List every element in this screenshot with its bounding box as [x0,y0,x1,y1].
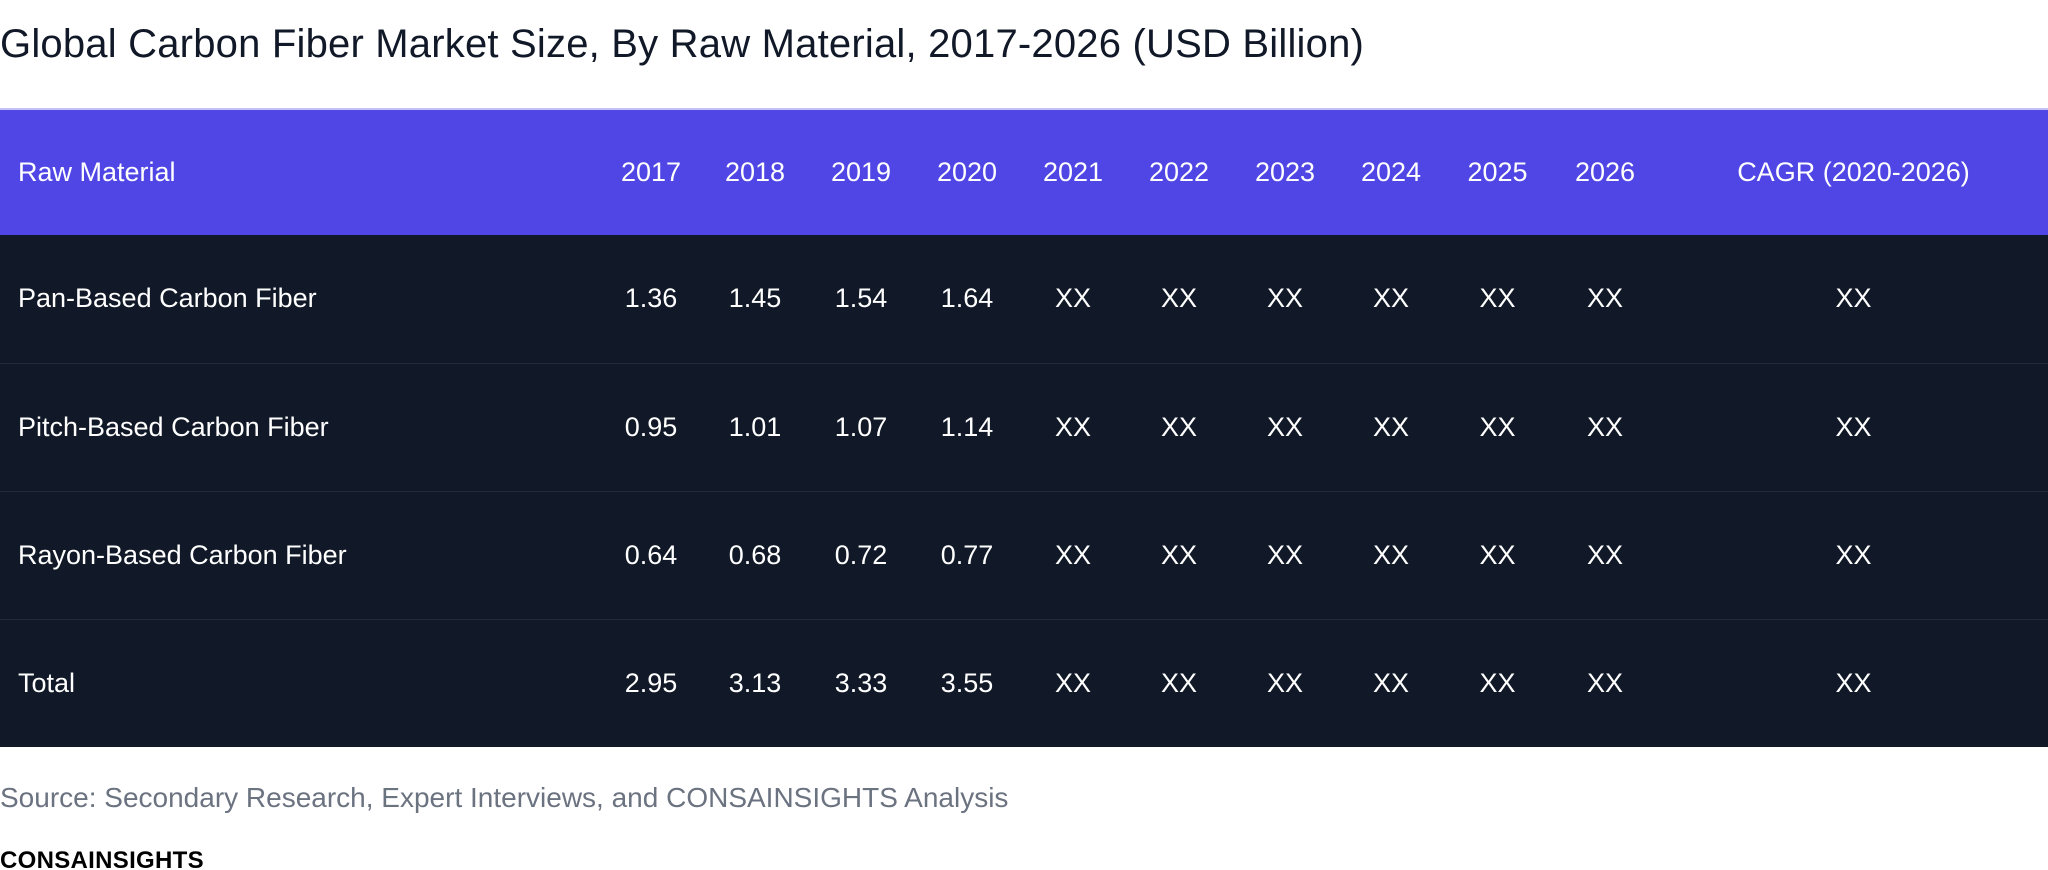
table-row: Pitch-Based Carbon Fiber 0.95 1.01 1.07 1.14… [0,362,2048,491]
value-cell: XX [1372,283,1410,314]
value-cell: 1.45 [728,283,782,314]
cagr-cell: XX [1659,618,2048,747]
header-year: 2025 [1444,108,1551,235]
row-label: Pan-Based Carbon Fiber [18,283,317,314]
value-cell: 3.13 [702,618,808,747]
value-cell: 1.14 [914,362,1020,491]
value-cell: XX [1232,362,1338,491]
row-label: Total [0,618,600,747]
value-cell: XX [1232,618,1338,747]
value-cell: 1.07 [808,362,914,491]
header-year: 2018 [702,108,808,235]
value-cell: XX [1586,283,1624,314]
value-cell: 2.95 [600,618,702,747]
value-cell: XX [1444,362,1551,491]
value-cell: 1.36 [624,283,678,314]
header-year: 2019 [808,108,914,235]
chart-title: Global Carbon Fiber Market Size, By Raw … [0,22,1365,66]
value-cell: XX [1551,490,1659,619]
value-cell: 1.54 [834,283,888,314]
value-cell: XX [1126,490,1232,619]
value-cell: XX [1126,362,1232,491]
header-cagr: CAGR (2020-2026) [1659,108,2048,235]
value-cell: XX [1338,490,1444,619]
table-row: Pan-Based Carbon Fiber 1.36 1.45 1.54 1.64 XX… [0,235,2048,363]
value-cell: 3.55 [914,618,1020,747]
value-cell: XX [1020,490,1126,619]
header-year: 2023 [1232,108,1338,235]
value-cell: XX [1444,618,1551,747]
row-label: Pitch-Based Carbon Fiber [0,362,600,491]
value-cell: XX [1338,618,1444,747]
value-cell: 1.01 [702,362,808,491]
cagr-cell: XX [1835,283,1872,314]
table-row: Total 2.95 3.13 3.33 3.55 XX XX XX XX XX XX XX [0,618,2048,747]
value-cell: XX [1020,618,1126,747]
table-row: Rayon-Based Carbon Fiber 0.64 0.68 0.72 0.77… [0,490,2048,619]
value-cell: XX [1054,283,1092,314]
row-label: Rayon-Based Carbon Fiber [0,490,600,619]
value-cell: XX [1126,618,1232,747]
value-cell: 0.72 [808,490,914,619]
source-note: Source: Secondary Research, Expert Inter… [0,782,1009,813]
value-cell: XX [1444,490,1551,619]
market-size-table: Raw Material 2017 2018 2019 2020 2021 20… [0,108,2048,747]
header-year: 2017 [600,108,702,235]
value-cell: 3.33 [808,618,914,747]
cagr-cell: XX [1659,362,2048,491]
value-cell: 0.95 [600,362,702,491]
value-cell: 0.77 [914,490,1020,619]
header-year: 2020 [914,108,1020,235]
value-cell: 0.64 [600,490,702,619]
table-header-row: Raw Material 2017 2018 2019 2020 2021 20… [0,108,2048,235]
cagr-cell: XX [1659,490,2048,619]
header-raw-material: Raw Material [0,108,600,235]
value-cell: 1.64 [940,283,994,314]
value-cell: XX [1551,618,1659,747]
value-cell: XX [1232,490,1338,619]
brand-logo-text: CONSAINSIGHTS [0,847,204,870]
value-cell: XX [1020,362,1126,491]
header-year: 2021 [1020,108,1126,235]
header-year: 2024 [1338,108,1444,235]
value-cell: XX [1551,362,1659,491]
value-cell: 0.68 [702,490,808,619]
value-cell: XX [1266,283,1304,314]
header-year: 2026 [1551,108,1659,235]
value-cell: XX [1160,283,1198,314]
value-cell: XX [1479,283,1516,314]
header-year: 2022 [1126,108,1232,235]
value-cell: XX [1338,362,1444,491]
